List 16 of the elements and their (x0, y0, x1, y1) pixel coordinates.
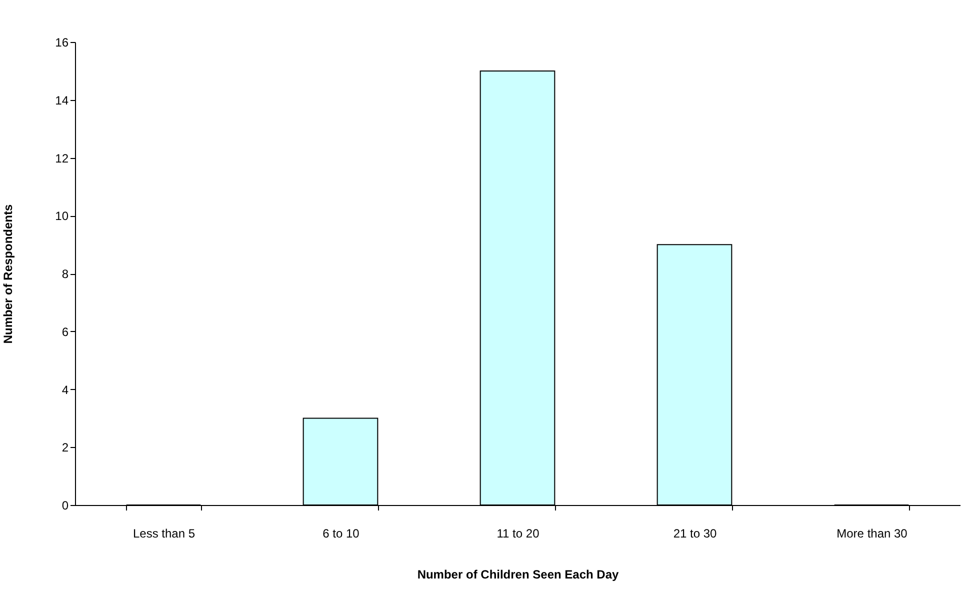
y-tick-label: 8 (62, 267, 69, 281)
y-tick-label: 12 (55, 151, 69, 166)
y-axis-title: Number of Respondents (1, 204, 16, 344)
y-tick-label: 6 (62, 324, 69, 339)
y-tick-label: 10 (55, 209, 69, 224)
y-tick-label: 14 (55, 93, 69, 108)
x-tick-label: 11 to 20 (496, 526, 540, 540)
x-tick-label: 6 to 10 (322, 526, 360, 540)
y-tick-label: 0 (62, 498, 69, 512)
x-axis-title: Number of Children Seen Each Day (417, 568, 620, 582)
x-tick-label: Less than 5 (132, 526, 196, 540)
y-tick-label: 16 (55, 36, 69, 50)
x-tick-label: More than 30 (836, 526, 908, 540)
y-tick-label: 4 (62, 382, 69, 397)
x-tick-label: 21 to 30 (673, 526, 718, 540)
y-tick-label: 2 (62, 440, 69, 455)
